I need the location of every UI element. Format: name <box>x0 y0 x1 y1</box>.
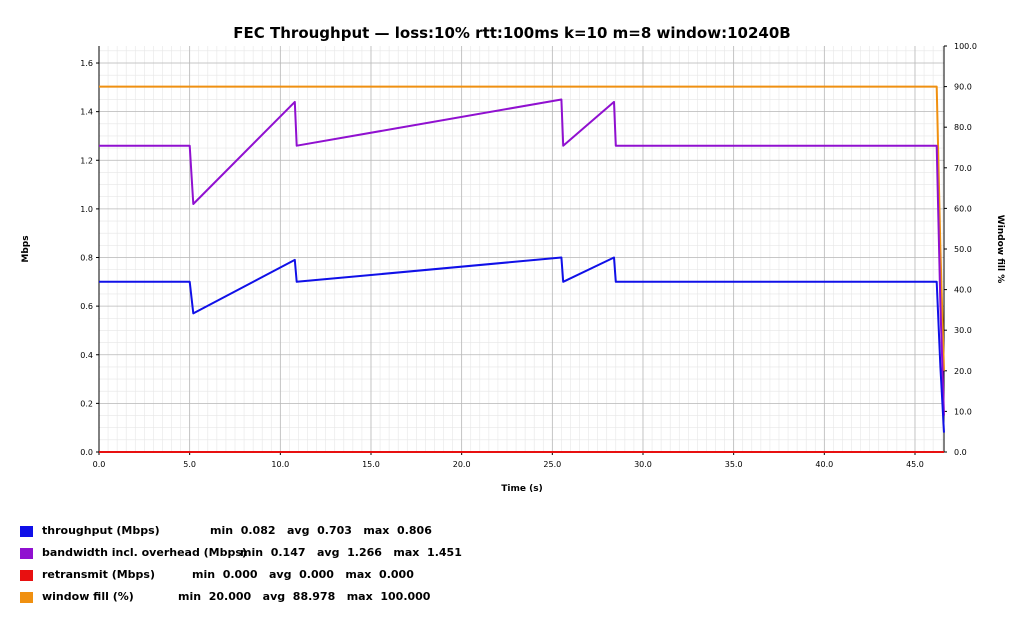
legend: throughput (Mbps) min 0.082 avg 0.703 max… <box>20 520 462 608</box>
x-tick-label: 10.0 <box>271 460 289 469</box>
y2-tick-label: 10.0 <box>954 407 972 416</box>
legend-stats: min 0.147 avg 1.266 max 1.451 <box>240 546 462 559</box>
x-tick-label: 5.0 <box>183 460 196 469</box>
x-tick-label: 40.0 <box>815 460 833 469</box>
y-tick-label: 0.8 <box>80 254 93 263</box>
y-tick-label: 1.6 <box>80 59 93 68</box>
legend-label: throughput (Mbps) <box>42 524 160 537</box>
y2-tick-label: 70.0 <box>954 164 972 173</box>
tick-labels: 0.0 5.0 10.0 15.0 20.0 25.0 30.0 35.0 40.0 45.0 0.… <box>80 42 977 469</box>
y2-tick-label: 90.0 <box>954 83 972 92</box>
legend-item: window fill (%) min 20.000 avg 88.978 max… <box>20 586 430 608</box>
legend-item: throughput (Mbps) min 0.082 avg 0.703 max… <box>20 520 432 542</box>
y2-tick-label: 50.0 <box>954 245 972 254</box>
y2-axis-label: Window fill % <box>995 215 1005 283</box>
x-axis-label: Time (s) <box>501 484 542 494</box>
legend-swatch <box>20 569 33 581</box>
legend-item: bandwidth incl. overhead (Mbps) min 0.147… <box>20 542 462 564</box>
series-line-1 <box>99 98 945 416</box>
legend-label: retransmit (Mbps) <box>42 568 155 581</box>
series-layer <box>99 85 945 453</box>
legend-label: window fill (%) <box>42 590 134 603</box>
x-tick-label: 25.0 <box>543 460 561 469</box>
y-tick-label: 0.4 <box>80 351 93 360</box>
grid <box>98 46 944 453</box>
y2-tick-label: 60.0 <box>954 204 972 213</box>
legend-stats: min 20.000 avg 88.978 max 100.000 <box>178 590 431 603</box>
y-tick-label: 0.0 <box>80 448 93 457</box>
y-tick-label: 1.2 <box>80 156 93 165</box>
x-tick-label: 20.0 <box>453 460 471 469</box>
x-tick-label: 45.0 <box>906 460 924 469</box>
legend-stats: min 0.000 avg 0.000 max 0.000 <box>192 568 414 581</box>
y2-tick-label: 0.0 <box>954 448 967 457</box>
y-tick-label: 1.0 <box>80 205 93 214</box>
x-tick-label: 30.0 <box>634 460 652 469</box>
legend-item: retransmit (Mbps) min 0.000 avg 0.000 max… <box>20 564 414 586</box>
legend-swatch <box>20 547 33 559</box>
legend-swatch <box>20 525 33 537</box>
x-tick-label: 15.0 <box>362 460 380 469</box>
y2-tick-label: 30.0 <box>954 326 972 335</box>
legend-stats: min 0.082 avg 0.703 max 0.806 <box>210 524 432 537</box>
series-line-0 <box>99 256 945 433</box>
y2-tick-label: 40.0 <box>954 286 972 295</box>
y-axis-label: Mbps <box>21 235 31 262</box>
y-tick-label: 0.2 <box>80 399 93 408</box>
series-line-3 <box>99 85 945 371</box>
y2-tick-label: 80.0 <box>954 123 972 132</box>
legend-label: bandwidth incl. overhead (Mbps) <box>42 546 247 559</box>
x-tick-label: 35.0 <box>725 460 743 469</box>
chart-title: FEC Throughput — loss:10% rtt:100ms k=10… <box>233 24 790 42</box>
legend-swatch <box>20 591 33 603</box>
y2-tick-label: 100.0 <box>954 42 977 51</box>
y-tick-label: 1.4 <box>80 108 93 117</box>
y-tick-label: 0.6 <box>80 302 93 311</box>
x-tick-label: 0.0 <box>93 460 106 469</box>
y2-tick-label: 20.0 <box>954 367 972 376</box>
